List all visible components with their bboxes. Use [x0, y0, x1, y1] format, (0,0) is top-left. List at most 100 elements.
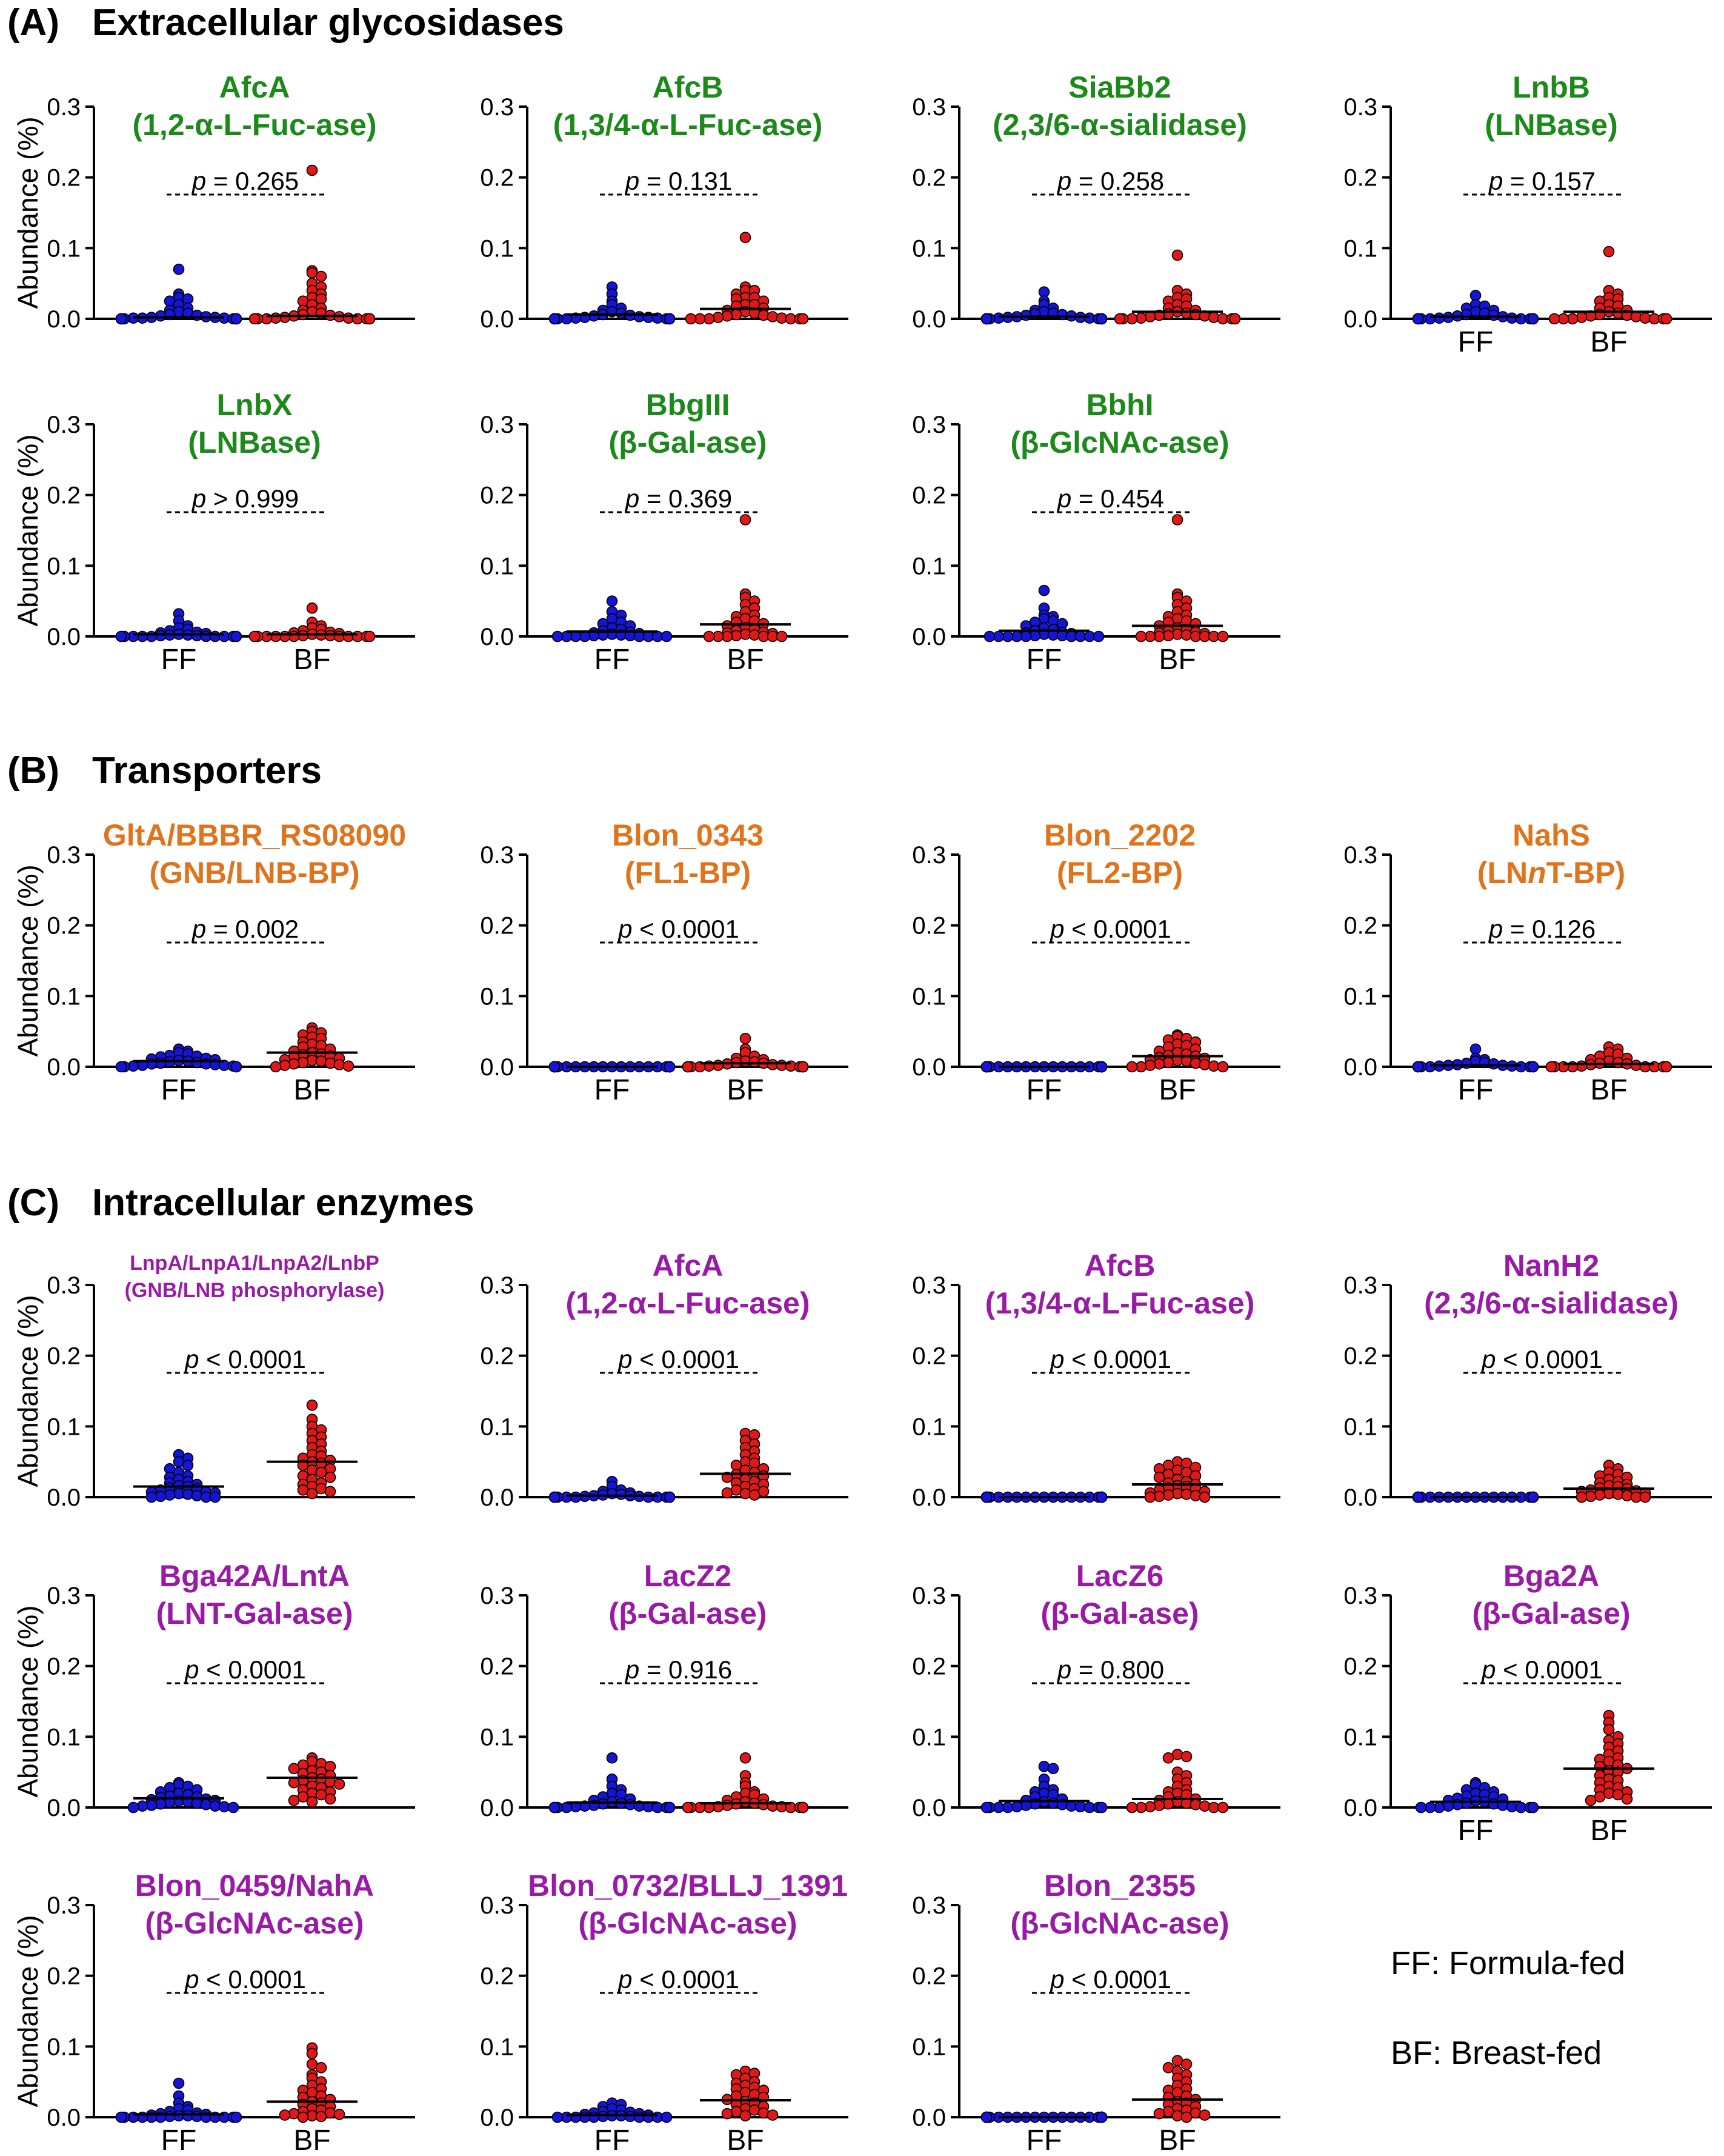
- ff-point: [1488, 309, 1500, 321]
- p-value-label: p = 0.126: [1488, 915, 1596, 943]
- bf-point: [1126, 1061, 1138, 1073]
- y-tick-label: 0.0: [912, 1054, 946, 1081]
- y-axis-label: Abundance (%): [12, 1605, 44, 1797]
- ff-point: [1488, 1058, 1500, 1070]
- bf-point: [682, 1061, 694, 1073]
- ff-point: [136, 1800, 148, 1812]
- bf-point: [748, 1489, 760, 1501]
- p-value-label: p < 0.0001: [184, 1965, 306, 1994]
- bf-point: [306, 1796, 318, 1807]
- y-tick-label: 0.3: [1343, 1272, 1377, 1299]
- panel-7: 0.0 0.1 0.2 0.3 BbhI (β-GlcNAc-ase) p = 0.454 F…: [912, 388, 1280, 676]
- section-a-letter: (A): [7, 2, 59, 44]
- ff-point: [1527, 313, 1539, 325]
- ff-point: [664, 1801, 676, 1814]
- x-tick-label: FF: [161, 1074, 197, 1106]
- panel-title: AfcB: [653, 70, 724, 104]
- y-tick-label: 0.0: [1343, 1484, 1377, 1511]
- panel-title: LnbX: [217, 388, 293, 422]
- x-tick-label: BF: [727, 644, 764, 676]
- panel-subtitle: (GNB/LNB phosphorylase): [125, 1279, 385, 1302]
- bf-point: [1114, 313, 1126, 325]
- ff-point: [1527, 1801, 1539, 1814]
- y-tick-label: 0.2: [912, 482, 946, 509]
- y-tick-label: 0.3: [47, 1583, 81, 1609]
- ff-point: [980, 1061, 993, 1073]
- ff-point: [209, 1491, 221, 1503]
- bf-point: [721, 1487, 733, 1499]
- bf-point: [1144, 1491, 1156, 1503]
- panel-title: GltA/BBBR_RS08090: [103, 818, 406, 852]
- section-c-letter: (C): [7, 1182, 59, 1224]
- ff-point: [230, 2111, 242, 2123]
- bf-point: [1180, 1055, 1193, 1067]
- p-value-label: p = 0.157: [1488, 167, 1596, 195]
- bf-point: [364, 313, 376, 325]
- y-tick-label: 0.0: [47, 624, 81, 650]
- x-tick-label: BF: [1159, 644, 1196, 676]
- y-tick-label: 0.3: [1343, 94, 1377, 121]
- ff-point: [624, 1799, 636, 1811]
- p-value-label: p < 0.0001: [617, 1345, 739, 1373]
- bf-point: [324, 1793, 336, 1805]
- bf-point: [1180, 2111, 1193, 2123]
- y-tick-label: 0.0: [47, 1795, 81, 1821]
- panel-2: 0.0 0.1 0.2 0.3 AfcB (1,3/4-α-L-Fuc-ase) p = 0…: [480, 70, 848, 333]
- bf-point: [748, 629, 760, 641]
- y-tick-label: 0.0: [480, 1054, 514, 1081]
- y-tick-label: 0.1: [47, 1413, 81, 1440]
- x-tick-label: FF: [1458, 1074, 1494, 1106]
- y-tick-label: 0.1: [912, 553, 946, 579]
- y-tick-label: 0.0: [912, 306, 946, 333]
- ff-point: [230, 313, 242, 325]
- bf-point: [1171, 2110, 1183, 2121]
- bf-point: [288, 1058, 300, 1070]
- bf-point: [739, 514, 751, 526]
- y-tick-label: 0.1: [1343, 983, 1377, 1010]
- panel-subtitle: (1,3/4-α-L-Fuc-ase): [553, 108, 823, 142]
- panel-title: NahS: [1513, 818, 1590, 852]
- p-value-label: p < 0.0001: [1480, 1345, 1603, 1373]
- ff-point: [1460, 1797, 1473, 1809]
- legend-ff: FF: Formula-fed: [1391, 1945, 1625, 1981]
- bf-point: [1135, 630, 1147, 642]
- y-tick-label: 0.1: [1343, 1413, 1377, 1440]
- ff-point: [1460, 1057, 1473, 1069]
- ff-point: [980, 313, 993, 325]
- bf-point: [297, 1056, 309, 1069]
- ff-point: [1412, 313, 1424, 325]
- panel-subtitle: (LNT-Gal-ase): [156, 1597, 353, 1630]
- bf-point: [739, 1487, 751, 1500]
- y-tick-label: 0.0: [912, 1795, 946, 1821]
- y-tick-label: 0.0: [480, 1795, 514, 1821]
- panel-title: Bga42A/LntA: [159, 1559, 350, 1593]
- bf-point: [1217, 1061, 1229, 1073]
- ff-point: [182, 1489, 194, 1500]
- ff-point: [980, 1801, 993, 1814]
- ff-point: [155, 1798, 167, 1810]
- panel-title: LnpA/LnpA1/LnpA2/LnbP: [130, 1252, 379, 1275]
- ff-point: [1460, 309, 1473, 321]
- ff-point: [1038, 306, 1050, 318]
- bf-point: [1144, 1060, 1156, 1071]
- panel-13: 0.0 0.1 0.2 0.3 AfcA(1,2-α-L-Fuc-ase) p < 0.0…: [480, 1249, 848, 1511]
- y-axis-label: Abundance (%): [12, 1295, 44, 1487]
- bf-point: [1180, 2058, 1193, 2070]
- legend-bf: BF: Breast-fed: [1391, 2035, 1602, 2071]
- y-tick-label: 0.3: [912, 412, 946, 438]
- y-tick-label: 0.1: [480, 1413, 514, 1440]
- panel-10: 0.0 0.1 0.2 0.3 Blon_2202 (FL2-BP) p < 0.0001 F…: [912, 818, 1280, 1106]
- y-tick-label: 0.2: [480, 482, 514, 509]
- bf-point: [1180, 1750, 1193, 1763]
- x-tick-label: FF: [1458, 1815, 1494, 1847]
- ff-point: [1527, 1491, 1539, 1503]
- ff-point: [1096, 1801, 1108, 1814]
- ff-point: [1038, 584, 1050, 596]
- ff-point: [1488, 1798, 1500, 1810]
- y-axis-label: Abundance (%): [12, 434, 44, 626]
- panel-subtitle: (LNBase): [1485, 108, 1617, 142]
- p-value-label: p > 0.999: [191, 484, 299, 513]
- panel-title: AfcB: [1085, 1249, 1156, 1283]
- bf-point: [730, 309, 742, 321]
